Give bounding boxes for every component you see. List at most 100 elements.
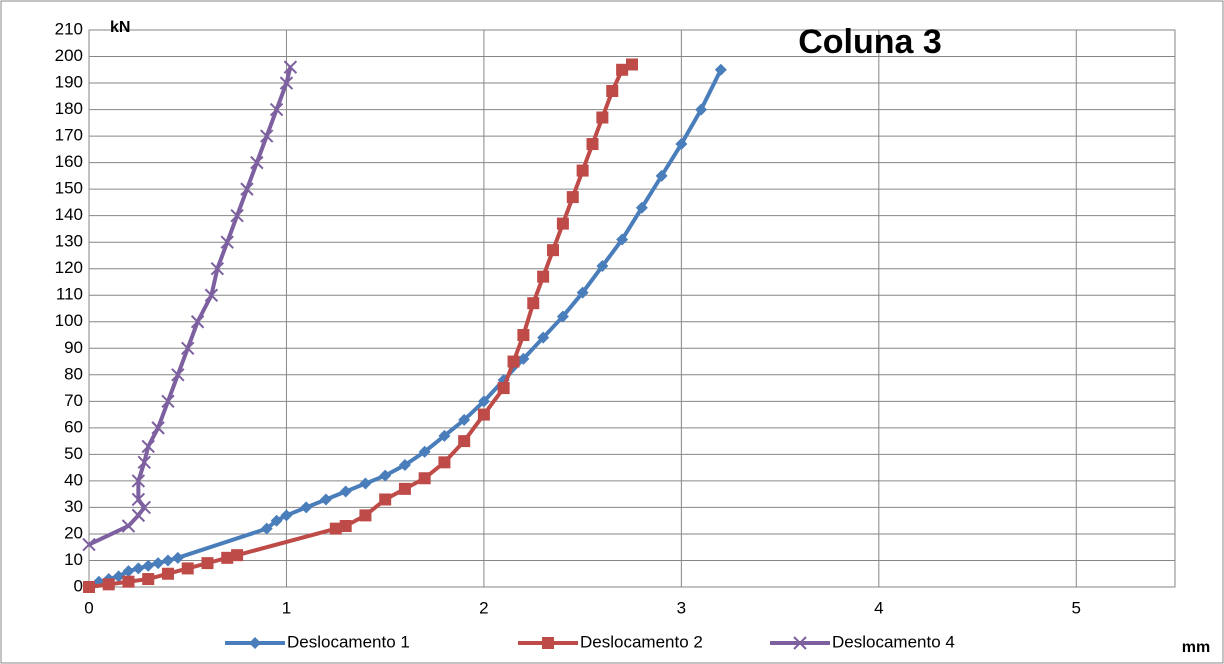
marker — [576, 286, 589, 299]
marker — [161, 567, 174, 580]
y-tick-label: 150 — [55, 179, 83, 198]
marker — [269, 102, 284, 117]
y-tick-label: 110 — [56, 285, 83, 304]
marker — [279, 76, 294, 90]
marker — [137, 455, 151, 470]
y-tick-label: 90 — [64, 338, 83, 357]
marker — [190, 315, 205, 329]
y-tick-label: 0 — [74, 576, 83, 595]
marker — [458, 413, 471, 426]
marker — [121, 519, 136, 533]
y-tick-label: 210 — [55, 19, 83, 38]
marker — [142, 559, 155, 572]
y-tick-label: 160 — [55, 152, 83, 171]
marker — [438, 456, 451, 469]
marker — [82, 537, 96, 552]
marker — [398, 482, 411, 495]
marker — [131, 474, 146, 488]
marker — [566, 191, 579, 204]
plot-border — [88, 29, 1176, 588]
marker — [606, 85, 619, 98]
marker — [131, 492, 146, 507]
marker — [181, 562, 194, 575]
marker — [280, 509, 293, 522]
x-tick-label: 1 — [282, 598, 291, 617]
marker — [675, 138, 688, 151]
marker — [586, 138, 599, 151]
legend-label: Deslocamento 2 — [580, 632, 703, 651]
marker — [635, 201, 648, 214]
marker — [359, 509, 372, 522]
legend-item: Deslocamento 1 — [225, 632, 410, 651]
marker — [329, 522, 342, 535]
marker — [537, 270, 550, 283]
marker — [418, 445, 431, 458]
marker — [132, 562, 145, 575]
marker — [616, 233, 629, 246]
marker — [547, 244, 560, 257]
marker — [270, 514, 283, 527]
marker — [527, 297, 540, 310]
marker — [122, 575, 135, 588]
marker — [379, 493, 392, 506]
marker — [438, 429, 451, 442]
marker — [477, 395, 490, 408]
marker — [112, 570, 125, 583]
x-tick-label: 0 — [84, 598, 93, 617]
marker — [131, 508, 146, 523]
marker — [339, 519, 352, 532]
marker — [655, 169, 668, 182]
marker — [141, 439, 155, 454]
marker — [517, 352, 530, 365]
marker — [83, 581, 95, 593]
marker — [477, 408, 490, 421]
marker — [507, 355, 520, 368]
marker — [171, 368, 185, 382]
series — [83, 58, 638, 593]
marker — [210, 262, 225, 276]
marker — [181, 341, 195, 355]
marker — [250, 155, 264, 170]
marker — [260, 129, 274, 143]
legend-item: Deslocamento 4 — [770, 632, 955, 651]
legend-label: Deslocamento 1 — [287, 632, 410, 651]
marker — [714, 63, 727, 76]
y-tick-label: 200 — [55, 46, 83, 65]
marker — [379, 469, 392, 482]
marker — [793, 636, 807, 650]
x-tick-label: 3 — [677, 598, 686, 617]
y-axis-label: kN — [110, 19, 130, 36]
marker — [142, 573, 155, 586]
y-tick-label: 20 — [64, 523, 83, 542]
x-axis-label: mm — [1182, 639, 1210, 656]
x-tick-label: 4 — [874, 598, 883, 617]
marker — [201, 557, 214, 570]
y-tick-label: 70 — [64, 391, 83, 410]
marker — [626, 58, 638, 71]
marker — [171, 551, 184, 564]
marker — [161, 554, 174, 567]
marker — [137, 500, 151, 515]
marker — [359, 477, 372, 490]
y-tick-label: 60 — [64, 417, 83, 436]
series — [82, 60, 298, 552]
marker — [260, 522, 273, 535]
marker — [221, 551, 234, 564]
plot-area: 0102030405060708090100110120130140150160… — [55, 19, 1176, 617]
marker — [458, 435, 471, 448]
y-tick-label: 140 — [55, 205, 83, 224]
marker — [596, 260, 609, 273]
x-tick-label: 2 — [479, 598, 488, 617]
marker — [319, 493, 332, 506]
marker — [497, 382, 510, 395]
legend-item: Deslocamento 2 — [518, 632, 703, 651]
marker — [230, 208, 244, 223]
marker — [537, 331, 550, 344]
y-tick-label: 30 — [64, 497, 83, 516]
marker — [576, 164, 589, 177]
y-tick-label: 10 — [64, 550, 83, 569]
y-tick-label: 180 — [55, 99, 83, 118]
marker — [418, 472, 431, 485]
